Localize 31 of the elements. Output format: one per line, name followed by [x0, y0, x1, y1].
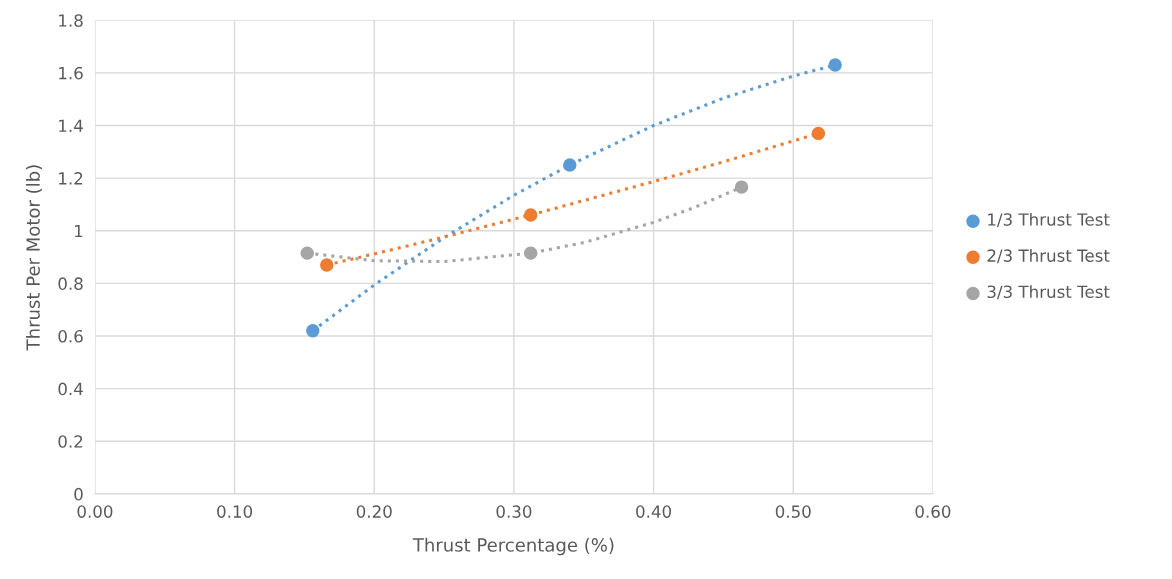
point: [320, 258, 334, 272]
x-tick-label: 0.50: [775, 505, 811, 518]
x-tick-label: 0.30: [496, 505, 532, 518]
y-tick-label: 0.2: [58, 435, 83, 448]
x-axis-title: Thrust Percentage (%): [412, 537, 614, 556]
point: [523, 208, 538, 222]
y-tick-label: 1.2: [59, 172, 83, 185]
legend-label: 3/3 Thrust Test: [987, 285, 1110, 300]
point: [523, 246, 538, 260]
x-tick-label: 0.00: [77, 505, 113, 518]
x-tick-label: 0.20: [356, 505, 392, 518]
legend-label: 1/3 Thrust Test: [988, 212, 1110, 228]
point: [734, 180, 749, 194]
y-tick-label: 0.4: [58, 382, 83, 396]
x-tick-label: 0.40: [636, 505, 672, 518]
point: [563, 158, 577, 172]
y-tick-label: 0.6: [58, 329, 83, 343]
point: [300, 246, 314, 260]
y-tick-label: 0.8: [58, 277, 83, 290]
y-tick-label: 1: [75, 224, 83, 238]
x-tick-label: 0.10: [217, 505, 253, 518]
y-axis-title: Thrust Per Motor (lb): [25, 165, 43, 351]
y-tick-label: 1.6: [59, 66, 83, 80]
legend-label: 2/3 Thrust Test: [987, 249, 1110, 264]
y-tick-label: 1.4: [59, 119, 83, 132]
x-tick-label: 0.60: [915, 505, 951, 518]
point: [828, 58, 842, 72]
point: [306, 324, 320, 338]
y-tick-label: 1.8: [59, 14, 83, 27]
y-tick-label: 0: [74, 487, 83, 501]
point: [811, 126, 826, 141]
